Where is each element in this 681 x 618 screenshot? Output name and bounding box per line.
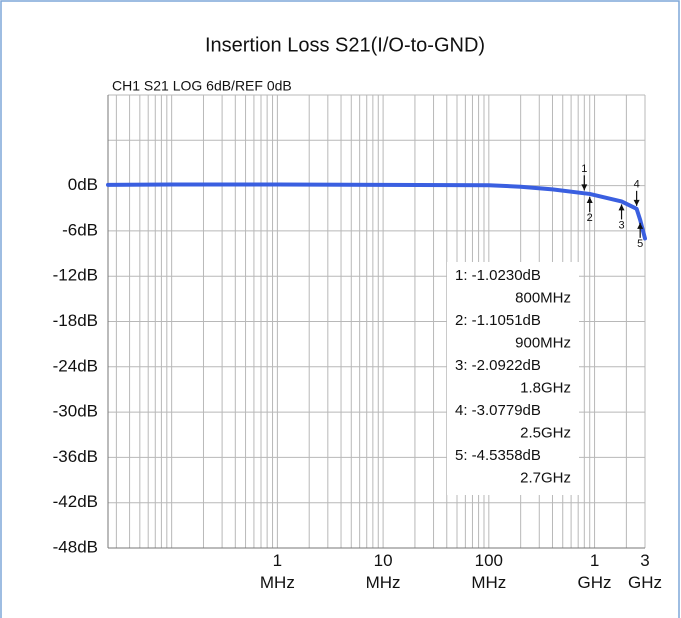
readout-freq: 2.5GHz — [520, 424, 571, 441]
marker-label: 2 — [587, 212, 593, 224]
subtitle: CH1 S21 LOG 6dB/REF 0dB — [112, 78, 292, 94]
x-tick-label: 1 MHz — [259, 551, 295, 592]
x-tick-label: 100 MHz — [471, 551, 507, 592]
marker-label: 3 — [618, 219, 624, 231]
chart-title: Insertion Loss S21(I/O-to-GND) — [205, 34, 485, 56]
readout-value: 5: -4.5358dB — [455, 447, 541, 464]
readout-value: 4: -3.0779dB — [455, 402, 541, 419]
marker-label: 5 — [637, 238, 643, 250]
marker-label: 4 — [634, 179, 640, 191]
x-tick-label: 10 MHz — [365, 551, 401, 592]
marker-arrow — [633, 199, 640, 206]
readout-freq: 800MHz — [515, 289, 571, 306]
x-tick-label: 3 GHz — [628, 551, 662, 592]
data-line — [106, 182, 647, 241]
y-tick-label: -6dB — [62, 220, 98, 239]
y-tick-label: -48dB — [53, 537, 98, 556]
readout-value: 2: -1.1051dB — [455, 312, 541, 329]
y-tick-label: -18dB — [53, 311, 98, 330]
readout-freq: 2.7GHz — [520, 469, 571, 486]
marker-arrow — [581, 184, 588, 191]
marker-arrow — [637, 222, 644, 229]
y-tick-label: -42dB — [53, 492, 98, 511]
y-tick-label: -12dB — [53, 266, 98, 285]
readout-freq: 1.8GHz — [520, 379, 571, 396]
readout-value: 3: -2.0922dB — [455, 357, 541, 374]
readout-value: 1: -1.0230dB — [455, 267, 541, 284]
y-tick-label: -30dB — [53, 402, 98, 421]
marker-label: 1 — [581, 163, 587, 175]
x-tick-label: 1 GHz — [577, 551, 612, 592]
y-tick-label: -36dB — [53, 447, 98, 466]
marker-arrow — [586, 196, 593, 203]
readout-box — [447, 262, 579, 495]
marker-arrow — [618, 204, 625, 211]
y-tick-label: 0dB — [68, 175, 98, 194]
readout-freq: 900MHz — [515, 334, 571, 351]
y-tick-label: -24dB — [53, 356, 98, 375]
